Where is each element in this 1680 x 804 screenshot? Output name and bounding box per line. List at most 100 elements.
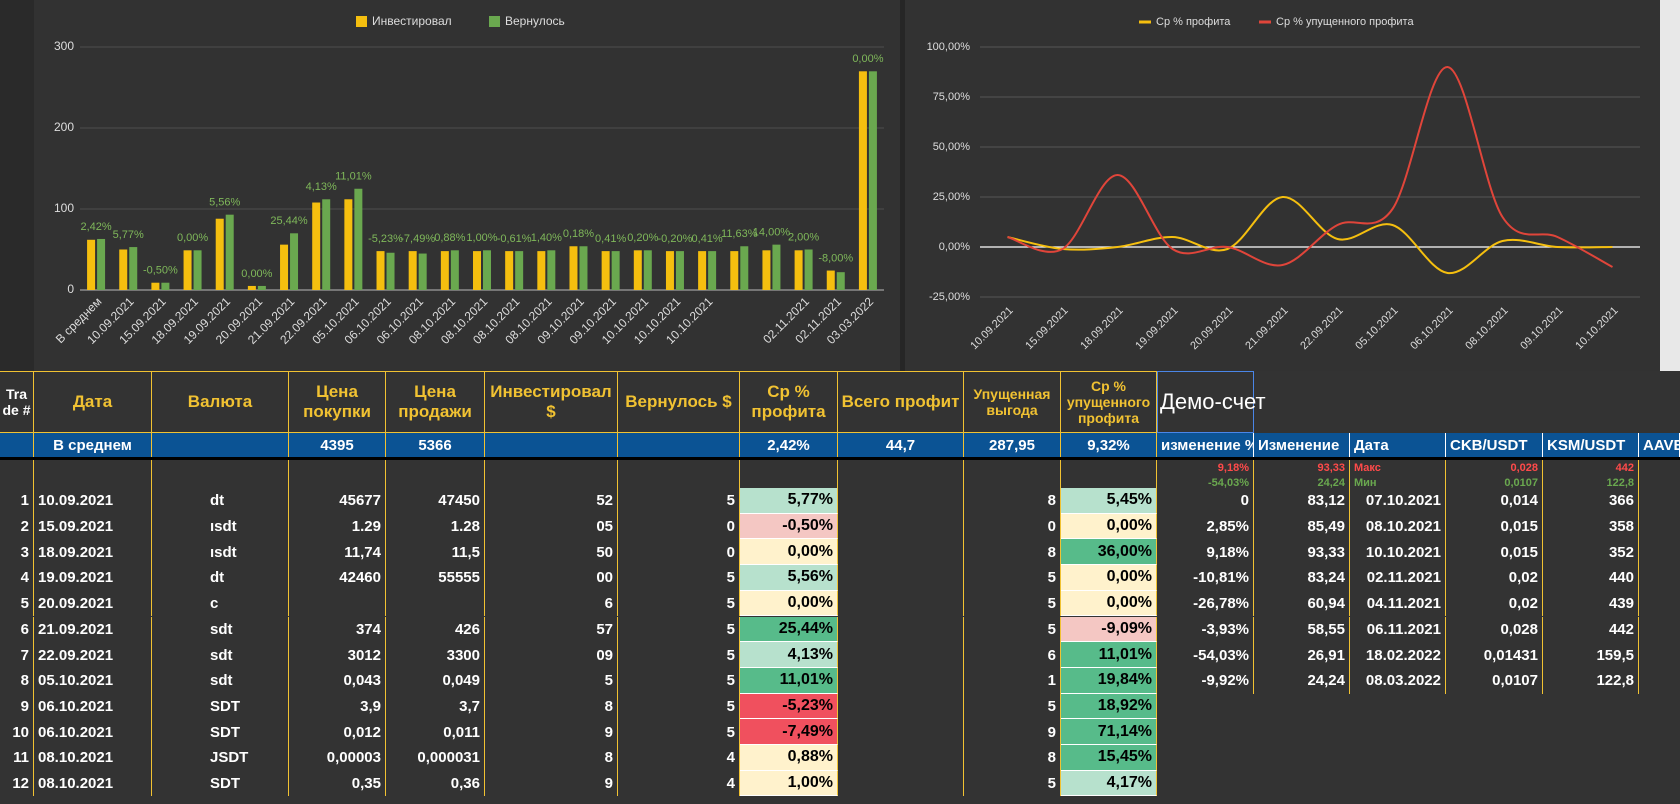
table-cell: 5: [618, 642, 740, 668]
demo-cell: 159,5: [1543, 642, 1639, 668]
demo-cell: 440: [1543, 565, 1639, 591]
table-cell: ısdt: [152, 513, 289, 540]
table-cell: 5: [964, 770, 1061, 797]
demo-cell: 0,01431: [1446, 642, 1543, 668]
avg-cell: [485, 433, 618, 457]
legend-swatch: [489, 16, 500, 27]
bar: [322, 199, 331, 290]
table-cell: 08.10.2021: [34, 745, 152, 771]
table-cell: 11,74: [289, 539, 386, 566]
table-cell: 0,35: [289, 770, 386, 797]
bar: [579, 246, 588, 290]
avg-cell: 287,95: [964, 433, 1061, 457]
bar-label: 0,00%: [177, 232, 208, 244]
bar: [740, 246, 749, 290]
table-cell: -7,49%: [740, 719, 838, 745]
demo-cell: 06.11.2021: [1350, 616, 1446, 643]
table-cell: 4: [618, 770, 740, 797]
bar: [483, 250, 491, 290]
bar: [868, 71, 877, 290]
table-cell: 7: [0, 642, 34, 668]
avg-cell: 5366: [386, 433, 485, 457]
bar: [537, 251, 546, 290]
blank-cell: [386, 460, 485, 488]
bar: [290, 233, 299, 290]
bar-label: 4,13%: [306, 181, 337, 193]
bar: [87, 239, 96, 290]
demo-cell: 60,94: [1254, 590, 1350, 617]
table-cell: sdt: [152, 667, 289, 694]
table-cell: 4,17%: [1061, 770, 1157, 797]
table-cell: 3,7: [386, 693, 485, 720]
demo-cell: 85,49: [1254, 513, 1350, 540]
table-cell: 1.28: [386, 513, 485, 540]
bar: [440, 251, 449, 290]
table-cell: 57: [485, 616, 618, 643]
table-cell: ısdt: [152, 539, 289, 566]
bar-label: 2,00%: [788, 231, 819, 243]
demo-cell: -9,92%: [1157, 667, 1254, 694]
bar-label: 0,00%: [241, 268, 272, 280]
bar-label: -8,00%: [818, 252, 853, 264]
table-cell: 426: [386, 616, 485, 643]
bar: [730, 251, 739, 290]
avg-cell: [152, 433, 289, 457]
bar: [611, 251, 620, 290]
bar: [665, 251, 674, 290]
table-cell: 6: [0, 616, 34, 643]
table-cell: [838, 642, 964, 668]
bar-label: -0,50%: [143, 265, 178, 277]
demo-cell: 26,91: [1254, 642, 1350, 668]
demo-cell: 07.10.2021: [1350, 488, 1446, 514]
bar: [257, 285, 266, 290]
bar-label: 14,00%: [753, 227, 791, 239]
table-cell: 5: [964, 565, 1061, 591]
table-cell: 0,36: [386, 770, 485, 797]
table-cell: 6: [964, 642, 1061, 668]
header-cell: Ср % упущенного профита: [1061, 371, 1157, 433]
bar-label: 0,41%: [595, 233, 626, 245]
y-tick-label: -25,00%: [929, 291, 970, 303]
bar-label: 0,20%: [627, 232, 658, 244]
bar: [515, 251, 524, 290]
table-cell: sdt: [152, 642, 289, 668]
y-tick-label: 300: [54, 39, 74, 53]
table-cell: 3,9: [289, 693, 386, 720]
table-cell: 36,00%: [1061, 539, 1157, 566]
y-tick-label: 50,00%: [933, 141, 971, 153]
table-cell: 55555: [386, 565, 485, 591]
table-cell: 0,000031: [386, 745, 485, 771]
table-cell: [838, 616, 964, 643]
demo-header-cell: CKB/USDT: [1446, 433, 1543, 457]
bar: [643, 250, 652, 290]
legend-label: Ср % упущенного профита: [1276, 16, 1414, 28]
blank-cell: [34, 460, 152, 488]
table-cell: 45677: [289, 488, 386, 514]
line-series: [1007, 195, 1613, 275]
bar: [408, 251, 417, 290]
table-cell: 5: [618, 719, 740, 745]
bar: [826, 270, 835, 290]
bar-label: -0,20%: [658, 233, 693, 245]
table-cell: 18.09.2021: [34, 539, 152, 566]
y-tick-label: 100,00%: [927, 41, 971, 53]
table-cell: SDT: [152, 770, 289, 797]
table-cell: 5: [964, 616, 1061, 643]
table-cell: 5: [618, 616, 740, 643]
blank-cell: [485, 460, 618, 488]
table-cell: 0,012: [289, 719, 386, 745]
window-edge: [1660, 0, 1680, 371]
demo-extreme: Мин: [1350, 475, 1446, 490]
demo-cell: -26,78%: [1157, 590, 1254, 617]
demo-extreme: 122,8: [1543, 475, 1639, 490]
bar-label: 0,00%: [852, 53, 883, 65]
table-cell: 12: [0, 770, 34, 797]
bar: [161, 282, 170, 290]
blank-cell: [964, 460, 1061, 488]
table-cell: 6: [485, 590, 618, 617]
table-cell: dt: [152, 488, 289, 514]
bar-label: 5,56%: [209, 197, 240, 209]
avg-cell: 9,32%: [1061, 433, 1157, 457]
table-cell: -0,50%: [740, 513, 838, 540]
